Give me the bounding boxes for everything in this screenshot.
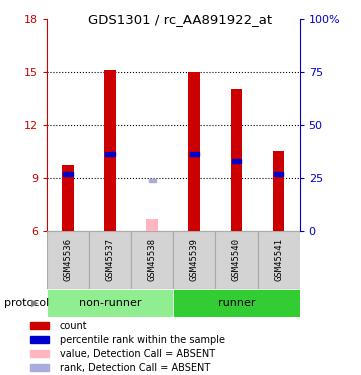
Bar — [105, 152, 115, 156]
Text: protocol: protocol — [4, 298, 49, 308]
Bar — [104, 70, 116, 231]
Bar — [89, 231, 131, 289]
Bar — [188, 72, 200, 231]
Bar — [190, 152, 199, 156]
Text: value, Detection Call = ABSENT: value, Detection Call = ABSENT — [60, 349, 215, 359]
Bar — [216, 231, 257, 289]
Bar — [231, 89, 242, 231]
Bar — [149, 179, 156, 182]
Text: GSM45536: GSM45536 — [64, 238, 73, 281]
Bar — [257, 231, 300, 289]
Bar — [232, 159, 241, 163]
Text: GDS1301 / rc_AA891922_at: GDS1301 / rc_AA891922_at — [88, 13, 273, 26]
Bar — [274, 172, 283, 176]
Bar — [30, 336, 49, 343]
Text: GSM45541: GSM45541 — [274, 238, 283, 281]
Text: GSM45540: GSM45540 — [232, 238, 241, 281]
Bar — [47, 231, 89, 289]
Bar — [173, 231, 216, 289]
Text: ▶: ▶ — [31, 298, 38, 308]
Bar — [30, 364, 49, 371]
Text: runner: runner — [218, 298, 255, 308]
Bar — [47, 289, 173, 317]
Bar — [146, 219, 158, 231]
Text: GSM45537: GSM45537 — [106, 238, 114, 281]
Bar — [30, 322, 49, 329]
Bar — [30, 350, 49, 357]
Text: count: count — [60, 321, 87, 331]
Text: percentile rank within the sample: percentile rank within the sample — [60, 335, 225, 345]
Text: non-runner: non-runner — [79, 298, 142, 308]
Text: GSM45538: GSM45538 — [148, 238, 157, 281]
Text: rank, Detection Call = ABSENT: rank, Detection Call = ABSENT — [60, 363, 210, 373]
Bar — [173, 289, 300, 317]
Bar — [131, 231, 173, 289]
Bar — [64, 172, 73, 176]
Bar — [273, 151, 284, 231]
Bar — [62, 165, 74, 231]
Text: GSM45539: GSM45539 — [190, 238, 199, 281]
